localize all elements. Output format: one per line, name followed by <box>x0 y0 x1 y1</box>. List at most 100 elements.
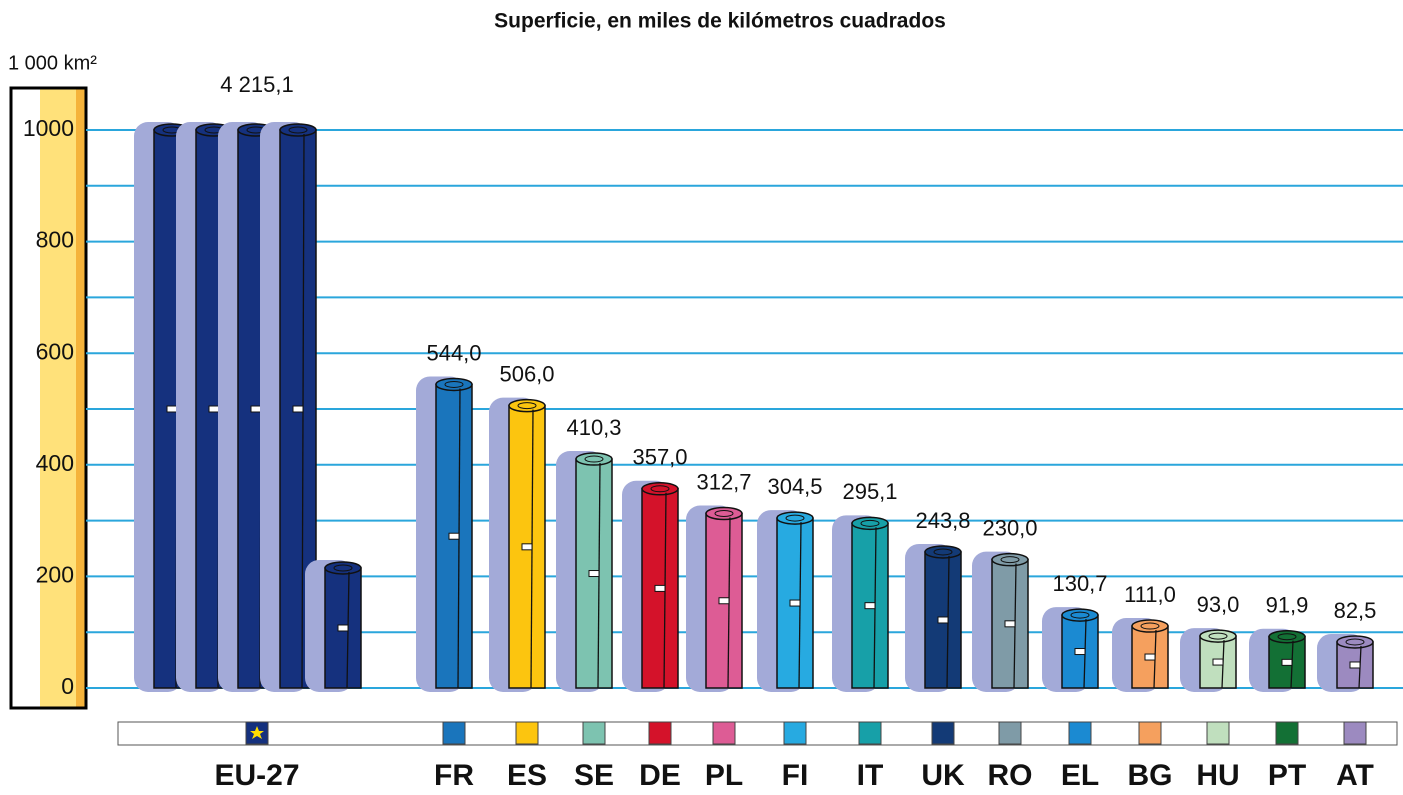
x-tick-label: AT <box>1336 759 1374 792</box>
x-tick-label: FI <box>782 759 809 792</box>
bar-end <box>851 516 889 531</box>
bar-end <box>1268 629 1306 644</box>
bar-tab <box>250 405 262 413</box>
x-tick-label: SE <box>574 759 614 792</box>
bar-tab <box>588 570 600 578</box>
bar-end <box>860 519 880 527</box>
bar-tab <box>1281 658 1293 666</box>
legend-swatch <box>442 721 466 745</box>
bar-end <box>650 485 670 493</box>
bar-end <box>785 514 805 522</box>
bar-end <box>1140 622 1160 630</box>
legend-swatch <box>1138 721 1162 745</box>
bar-tab <box>937 616 949 624</box>
x-tick-label: FR <box>434 759 474 792</box>
x-tick-label: RO <box>988 759 1033 792</box>
bar-end <box>776 511 814 525</box>
bar-end <box>575 452 613 466</box>
legend-swatch <box>858 721 882 745</box>
value-label: 111,0 <box>1124 582 1176 607</box>
bar-tab <box>208 405 220 413</box>
x-tick-label: IT <box>857 759 884 792</box>
legend-swatch <box>1068 721 1092 745</box>
bar-tab <box>718 597 730 605</box>
x-tick-label: ES <box>507 759 547 792</box>
y-tick-label: 200 <box>36 561 74 587</box>
legend-swatch <box>712 721 736 745</box>
legend-swatch <box>998 721 1022 745</box>
bar-end <box>279 123 317 137</box>
chart-title: Superficie, en miles de kilómetros cuadr… <box>494 10 946 33</box>
y-axis-label: 1 000 km² <box>8 52 97 74</box>
bar-tab <box>1004 620 1016 628</box>
bar-end <box>933 548 953 556</box>
bar-end <box>444 380 464 388</box>
bar-tab <box>1212 658 1224 666</box>
y-tick-label: 600 <box>36 338 74 364</box>
legend-swatch <box>931 721 955 745</box>
bar-end <box>1336 635 1374 649</box>
bar-end <box>991 552 1029 567</box>
x-tick-label: PL <box>705 759 743 792</box>
bar-tab <box>1349 661 1361 669</box>
x-tick-label: HU <box>1196 759 1239 792</box>
value-label: 295,1 <box>842 479 897 504</box>
bar-tab <box>166 405 178 413</box>
value-label: 312,7 <box>696 469 751 494</box>
legend-swatch <box>648 721 672 745</box>
x-tick-label: BG <box>1128 759 1173 792</box>
bar-end <box>1345 638 1365 646</box>
value-label: 304,5 <box>767 474 822 499</box>
marks <box>134 122 1374 692</box>
bar-end <box>435 377 473 392</box>
value-label: 91,9 <box>1266 593 1309 618</box>
bar-end <box>714 510 734 518</box>
value-label: 506,0 <box>499 361 554 386</box>
bar-end <box>641 482 679 496</box>
bar-end <box>924 545 962 559</box>
x-tick-label: DE <box>639 759 681 792</box>
legend-swatch <box>515 721 539 745</box>
bar-tab <box>1074 648 1086 656</box>
bar <box>1199 635 1237 689</box>
value-label: 93,0 <box>1197 592 1240 617</box>
bar-end <box>1208 632 1228 640</box>
bar-end <box>324 561 362 575</box>
bar-end <box>1277 633 1297 641</box>
legend-star <box>250 726 264 739</box>
bar-end <box>1070 611 1090 619</box>
value-label: 410,3 <box>566 415 621 440</box>
value-label: 243,8 <box>915 508 970 533</box>
bar-tab <box>1144 653 1156 661</box>
x-tick-label: UK <box>921 759 965 792</box>
legend-swatch <box>1206 721 1230 745</box>
legend-swatch <box>783 721 807 745</box>
x-tick-label: PT <box>1268 759 1306 792</box>
bar-end <box>705 506 743 521</box>
bar-end <box>508 398 546 413</box>
legend-swatch <box>582 721 606 745</box>
value-label: 82,5 <box>1334 598 1377 623</box>
bar-end <box>1000 556 1020 564</box>
bar-end <box>288 126 308 134</box>
legend-swatch <box>1343 721 1367 745</box>
bar-end <box>517 402 537 410</box>
bar-end <box>1131 619 1169 633</box>
value-label: 230,0 <box>982 515 1037 540</box>
bar-tab <box>292 405 304 413</box>
x-tick-label: EU-27 <box>214 759 299 792</box>
bar-end <box>333 564 353 572</box>
value-label: 4 215,1 <box>220 72 293 97</box>
bar-end <box>1061 608 1099 622</box>
value-label: 544,0 <box>426 340 481 365</box>
y-tick-label: 400 <box>36 450 74 476</box>
value-label: 357,0 <box>632 445 687 470</box>
legend-strip <box>117 721 1398 746</box>
axis-box <box>9 86 88 710</box>
legend-swatch <box>1275 721 1299 745</box>
bar-tab <box>864 602 876 610</box>
bar-end <box>1199 629 1237 643</box>
bar-tab <box>654 584 666 592</box>
y-tick-label: 0 <box>61 673 74 699</box>
